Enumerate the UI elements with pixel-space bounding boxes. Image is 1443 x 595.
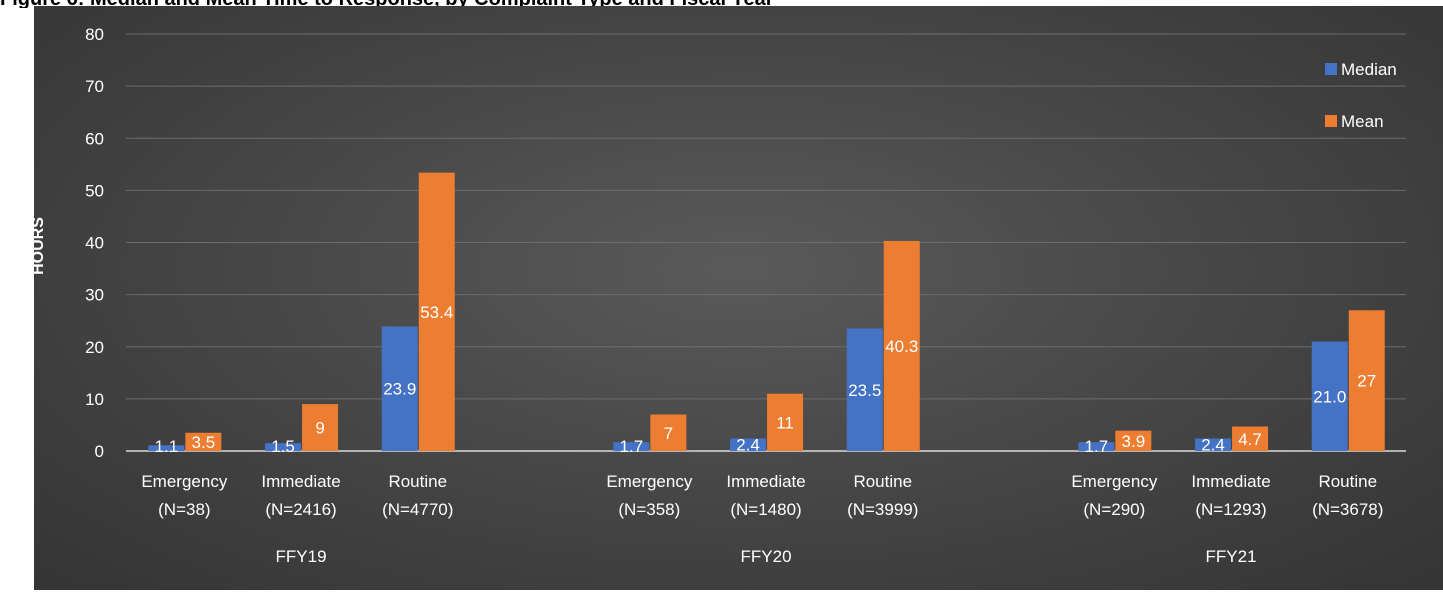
data-label-mean: 3.5 — [192, 433, 216, 452]
data-label-mean: 4.7 — [1238, 430, 1262, 449]
data-label-median: 23.5 — [848, 381, 881, 400]
y-tick-label: 30 — [85, 286, 104, 305]
x-category-n: (N=3999) — [847, 500, 918, 519]
x-category-label: Emergency — [141, 472, 227, 491]
x-category-n: (N=38) — [158, 500, 210, 519]
x-category-n: (N=2416) — [265, 500, 336, 519]
bars: 1.1 3.5 1.5 9 23.9 53.4 1.7 7 2.4 11 23.5 40.3 1.7 3.… — [148, 172, 1385, 456]
data-label-median: 23.9 — [383, 380, 416, 399]
x-category-label: Immediate — [726, 472, 805, 491]
legend-swatch-mean — [1325, 115, 1337, 127]
y-tick-label: 40 — [85, 234, 104, 253]
x-category-n: (N=1293) — [1195, 500, 1266, 519]
bar-median — [1078, 442, 1115, 451]
data-label-mean: 40.3 — [885, 337, 918, 356]
x-category-label: Immediate — [261, 472, 340, 491]
gridlines — [126, 33, 1406, 452]
data-label-mean: 3.9 — [1122, 432, 1146, 451]
x-category-label: Routine — [388, 472, 447, 491]
x-category-n: (N=290) — [1083, 500, 1145, 519]
bar-mean — [883, 240, 920, 451]
x-category-label: Routine — [853, 472, 912, 491]
y-tick-label: 0 — [95, 442, 104, 461]
x-group-label: FFY21 — [1206, 547, 1257, 566]
data-label-median: 1.5 — [271, 437, 295, 456]
data-label-median: 1.7 — [1085, 437, 1109, 456]
data-label-mean: 53.4 — [420, 303, 453, 322]
x-category-n: (N=358) — [618, 500, 680, 519]
data-label-mean: 27 — [1357, 372, 1376, 391]
data-label-mean: 7 — [664, 424, 673, 443]
x-category-label: Immediate — [1191, 472, 1270, 491]
bar-mean — [1115, 430, 1152, 451]
data-label-median: 21.0 — [1313, 387, 1346, 406]
bar-median — [265, 443, 302, 451]
legend: Median Mean — [1325, 60, 1397, 131]
y-tick-label: 80 — [85, 25, 104, 44]
y-tick-label: 70 — [85, 77, 104, 96]
y-tick-label: 50 — [85, 181, 104, 200]
data-label-median: 1.1 — [155, 437, 179, 456]
bar-mean — [418, 172, 455, 451]
x-category-label: Emergency — [1071, 472, 1157, 491]
bar-chart: 0 10 20 30 40 50 60 70 80 HOURS 1.1 3.5 1.5 9 23.9 53… — [30, 25, 1406, 566]
y-axis-ticks: 0 10 20 30 40 50 60 70 80 — [85, 25, 104, 461]
bar-mean — [302, 404, 339, 451]
x-group-label: FFY19 — [276, 547, 327, 566]
bar-mean — [1348, 310, 1385, 451]
y-tick-label: 10 — [85, 390, 104, 409]
x-group-label: FFY20 — [741, 547, 792, 566]
bar-mean — [1232, 426, 1269, 451]
bar-mean — [650, 414, 687, 451]
data-label-median: 2.4 — [736, 436, 760, 455]
legend-label-mean: Mean — [1341, 112, 1384, 131]
x-category-n: (N=1480) — [730, 500, 801, 519]
bar-mean — [767, 393, 804, 451]
y-axis-label: HOURS — [34, 217, 47, 275]
bar-median — [1311, 341, 1348, 451]
x-axis-labels: Emergency (N=38) Immediate (N=2416) Routine (… — [141, 472, 1383, 566]
chart-title: Figure 6: Median and Mean Time to Respon… — [0, 0, 1443, 8]
bar-median — [381, 326, 418, 451]
y-tick-label: 60 — [85, 129, 104, 148]
data-label-mean: 11 — [776, 413, 794, 432]
x-category-label: Emergency — [606, 472, 692, 491]
data-label-mean: 9 — [315, 419, 324, 438]
chart-area: 0 10 20 30 40 50 60 70 80 HOURS 1.1 3.5 1.5 9 23.9 53… — [30, 6, 1443, 590]
bar-mean — [185, 432, 222, 451]
bar-median — [846, 328, 883, 451]
legend-label-median: Median — [1341, 60, 1397, 79]
x-category-n: (N=4770) — [382, 500, 453, 519]
x-category-n: (N=3678) — [1312, 500, 1383, 519]
x-category-label: Routine — [1318, 472, 1377, 491]
data-label-median: 2.4 — [1201, 436, 1225, 455]
data-label-median: 1.7 — [620, 437, 644, 456]
y-tick-label: 20 — [85, 338, 104, 357]
bar-median — [613, 442, 650, 451]
bar-median — [730, 438, 767, 451]
legend-swatch-median — [1325, 63, 1337, 75]
bar-median — [148, 445, 185, 451]
bar-median — [1195, 438, 1232, 451]
